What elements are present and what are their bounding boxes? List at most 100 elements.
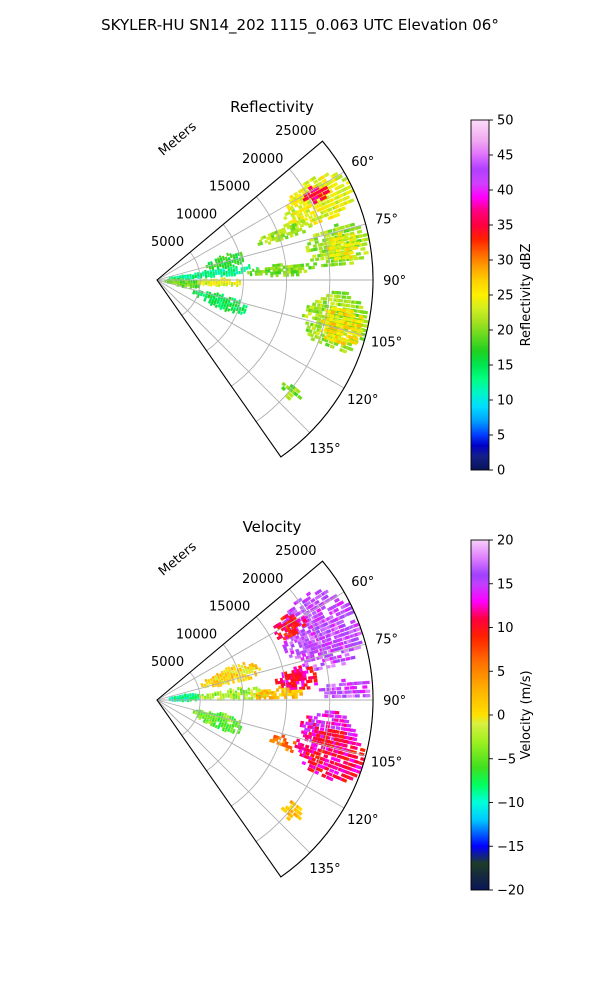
range-ring <box>181 251 201 316</box>
azimuth-tick-label: 135° <box>309 862 340 877</box>
colorbar-tick-label: 20 <box>497 534 514 549</box>
azimuth-tick-label: 120° <box>347 393 378 408</box>
echo-region <box>168 692 200 703</box>
colorbar-tick-label: 5 <box>497 429 505 444</box>
echo-layer <box>164 171 370 401</box>
azimuth-spoke <box>156 223 366 281</box>
range-ring <box>231 616 288 807</box>
colorbar-tick-label: 25 <box>497 289 514 304</box>
echo-region <box>168 264 260 281</box>
azimuth-spoke <box>156 699 311 854</box>
colorbar-label: Velocity (m/s) <box>519 670 534 759</box>
colorbar-tick-label: −15 <box>497 840 524 855</box>
axis-labels: 5000 10000 15000 20000 25000 Meters 60° 75° 90° 1… <box>151 539 406 877</box>
echo-region <box>250 685 303 700</box>
range-ring <box>255 168 331 422</box>
echo-region <box>283 171 356 227</box>
azimuth-spoke <box>156 171 345 281</box>
panel-title: Velocity <box>243 518 302 536</box>
radial-tick-label: 15000 <box>209 180 250 195</box>
polar-grid <box>156 140 374 458</box>
azimuth-tick-label: 75° <box>375 633 398 648</box>
azimuth-tick-label: 120° <box>347 813 378 828</box>
velocity-panel: Velocity 5000 10000 15000 20000 25000 Meters 6… <box>151 518 534 899</box>
echo-region <box>318 678 371 699</box>
radial-tick-label: 10000 <box>176 628 217 643</box>
radial-tick-label: 25000 <box>275 124 316 139</box>
range-ring <box>206 224 244 352</box>
radial-tick-label: 20000 <box>242 572 283 587</box>
colorbar-scale <box>470 119 490 471</box>
echo-region <box>280 381 303 401</box>
colorbar-tick-label: −10 <box>497 796 524 811</box>
echo-region <box>320 306 364 346</box>
colorbar-tick-label: 15 <box>497 577 514 592</box>
azimuth-tick-label: 75° <box>375 213 398 228</box>
range-ring <box>181 671 201 736</box>
echo-region <box>197 277 242 288</box>
colorbar-tick-label: −20 <box>497 884 524 899</box>
sector-outline <box>156 140 374 458</box>
echo-layer <box>168 588 371 822</box>
azimuth-tick-label: 105° <box>371 756 402 771</box>
azimuth-spoke <box>156 699 366 757</box>
echo-region <box>327 232 361 261</box>
colorbar: −20 −15 −10 −5 0 5 10 15 20 Velocity (m/s) <box>470 534 534 899</box>
range-ring <box>231 196 288 387</box>
radial-tick-label: 15000 <box>209 600 250 615</box>
colorbar-tick-label: 5 <box>497 665 505 680</box>
azimuth-tick-label: 105° <box>371 336 402 351</box>
echo-region <box>294 728 366 783</box>
radial-axis-label: Meters <box>156 119 200 159</box>
polar-grid <box>156 560 374 878</box>
colorbar-tick-label: −5 <box>497 752 516 767</box>
echo-region <box>269 734 297 754</box>
colorbar-tick-label: 20 <box>497 324 514 339</box>
echo-region <box>192 709 243 735</box>
echo-region <box>280 799 303 822</box>
range-ring <box>206 644 244 772</box>
figure-title: SKYLER-HU SN14_202 1115_0.063 UTC Elevat… <box>101 16 499 34</box>
azimuth-tick-label: 135° <box>309 442 340 457</box>
radial-tick-label: 5000 <box>151 235 184 250</box>
range-ring <box>255 588 331 842</box>
azimuth-tick-label: 60° <box>351 155 374 170</box>
azimuth-tick-label: 90° <box>383 274 406 289</box>
azimuth-spoke <box>156 699 345 809</box>
colorbar-tick-label: 0 <box>497 464 505 479</box>
azimuth-spoke <box>156 279 366 337</box>
reflectivity-panel: Reflectivity 5000 10000 15000 20000 25000 Met… <box>151 98 534 479</box>
colorbar-tick-label: 50 <box>497 114 514 129</box>
colorbar-tick-label: 0 <box>497 709 505 724</box>
colorbar-label: Reflectivity dBZ <box>519 244 534 347</box>
radial-tick-label: 25000 <box>275 544 316 559</box>
echo-region <box>272 613 308 641</box>
colorbar-tick-label: 35 <box>497 219 514 234</box>
echo-region <box>205 251 245 271</box>
radial-tick-label: 20000 <box>242 152 283 167</box>
colorbar-tick-label: 40 <box>497 184 514 199</box>
colorbar: 0 5 10 15 20 25 30 35 40 45 50 Reflectivity dBZ <box>470 114 534 479</box>
colorbar-scale <box>470 539 490 891</box>
echo-region <box>305 222 370 268</box>
echo-region <box>257 219 313 247</box>
radial-tick-label: 10000 <box>176 208 217 223</box>
azimuth-tick-label: 90° <box>383 694 406 709</box>
colorbar-tick-label: 10 <box>497 394 514 409</box>
axis-labels: 5000 10000 15000 20000 25000 Meters 60° 75° 90° 1… <box>151 119 406 457</box>
colorbar-tick-label: 15 <box>497 359 514 374</box>
echo-region <box>281 588 363 672</box>
sector-outline <box>156 560 374 878</box>
radial-axis-label: Meters <box>156 539 200 579</box>
panel-title: Reflectivity <box>230 98 314 116</box>
colorbar-tick-label: 30 <box>497 254 514 269</box>
radial-tick-label: 5000 <box>151 655 184 670</box>
echo-region <box>200 661 262 689</box>
azimuth-spoke <box>156 591 345 701</box>
colorbar-tick-label: 45 <box>497 149 514 164</box>
colorbar-tick-label: 10 <box>497 621 514 636</box>
azimuth-spoke <box>156 279 345 389</box>
echo-region <box>247 262 318 278</box>
azimuth-tick-label: 60° <box>351 575 374 590</box>
azimuth-spoke <box>156 279 311 434</box>
